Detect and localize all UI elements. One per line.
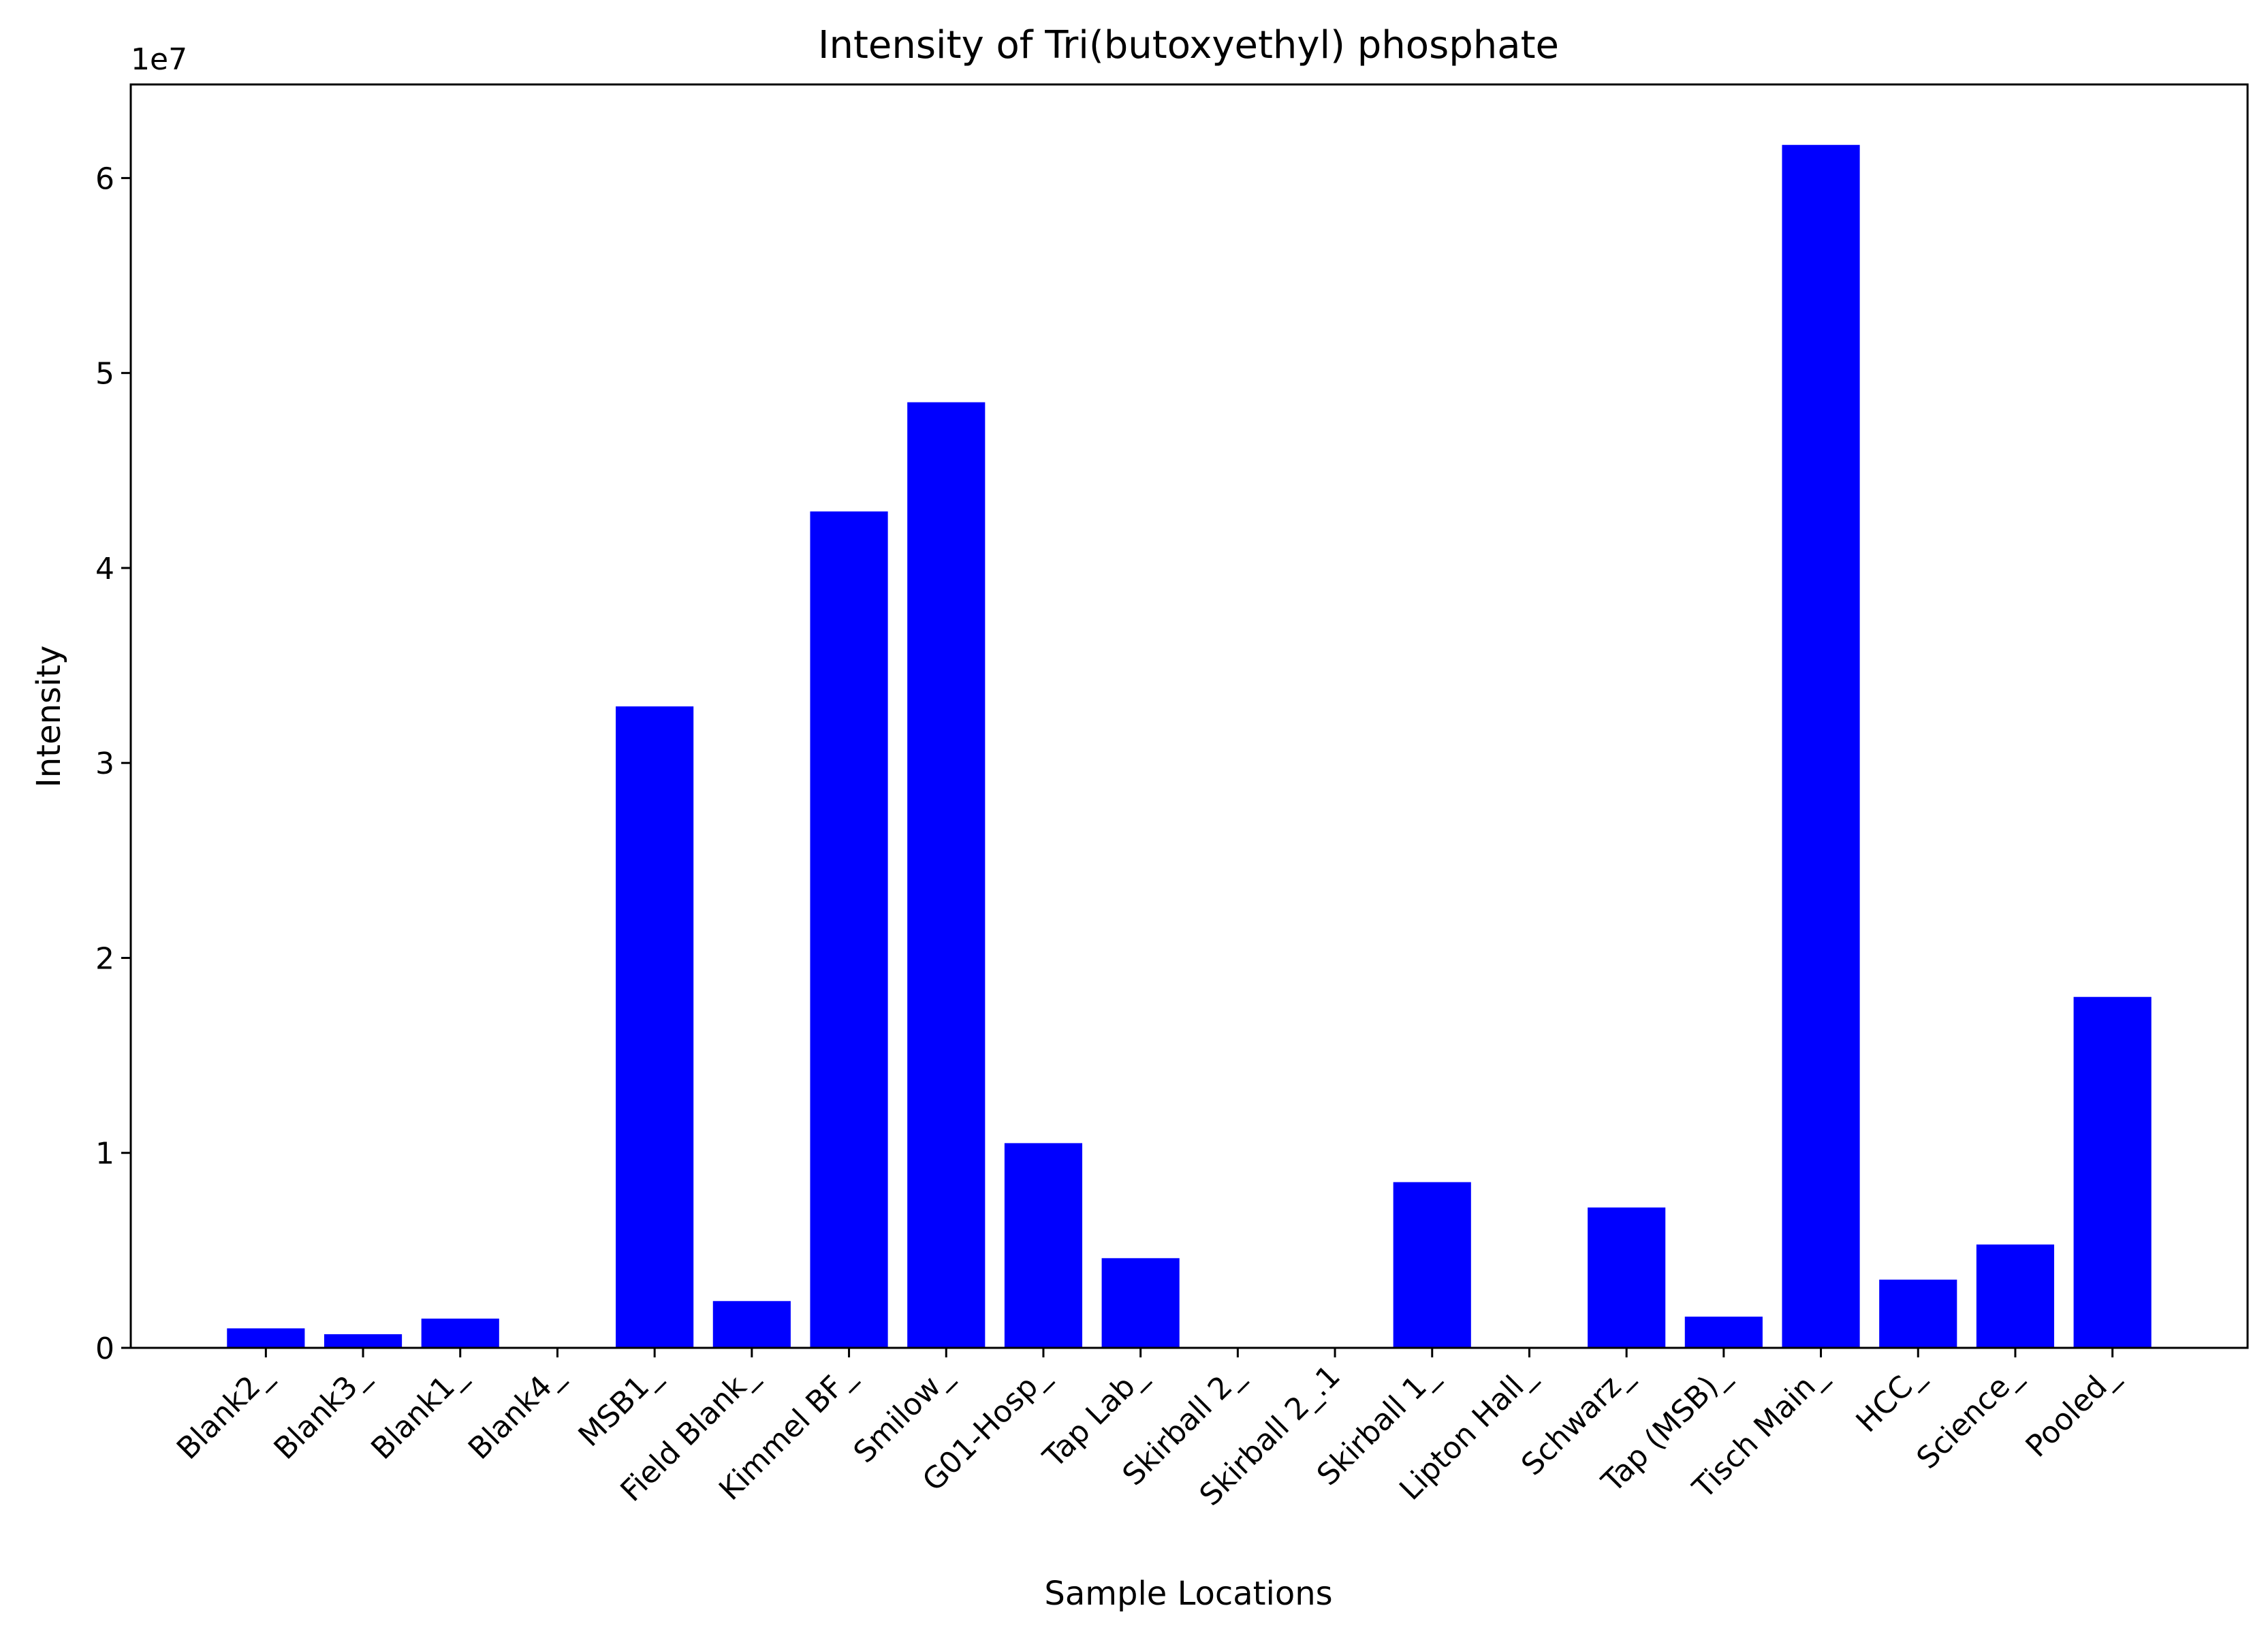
chart-title: Intensity of Tri(butoxyethyl) phosphate <box>818 23 1559 67</box>
y-tick-label: 1 <box>95 1137 114 1171</box>
y-tick-label: 5 <box>95 357 114 392</box>
bar-9 <box>1004 1143 1083 1348</box>
bar-18 <box>1879 1279 1957 1348</box>
bar-5 <box>616 706 694 1348</box>
bar-7 <box>810 511 888 1349</box>
y-tick-label: 0 <box>95 1332 114 1366</box>
bar-16 <box>1684 1317 1763 1348</box>
axes-frame <box>129 83 2249 1349</box>
bar-19 <box>1976 1244 2055 1348</box>
bar-10 <box>1101 1258 1180 1348</box>
bar-3 <box>421 1319 499 1348</box>
bar-15 <box>1588 1207 1666 1348</box>
y-axis-label: Intensity <box>30 646 68 788</box>
y-axis-offset-label: 1e7 <box>131 42 187 77</box>
y-tick-label: 3 <box>95 746 114 781</box>
y-tick-label: 2 <box>95 941 114 976</box>
x-axis-label: Sample Locations <box>1044 1575 1332 1613</box>
bar-2 <box>324 1334 403 1348</box>
bar-8 <box>907 402 986 1348</box>
bar-1 <box>227 1328 305 1348</box>
y-tick-label: 6 <box>95 161 114 196</box>
bar-6 <box>712 1301 791 1348</box>
bar-13 <box>1393 1182 1471 1348</box>
y-tick-label: 4 <box>95 552 114 586</box>
bar-17 <box>1782 144 1860 1349</box>
bar-20 <box>2073 996 2152 1348</box>
